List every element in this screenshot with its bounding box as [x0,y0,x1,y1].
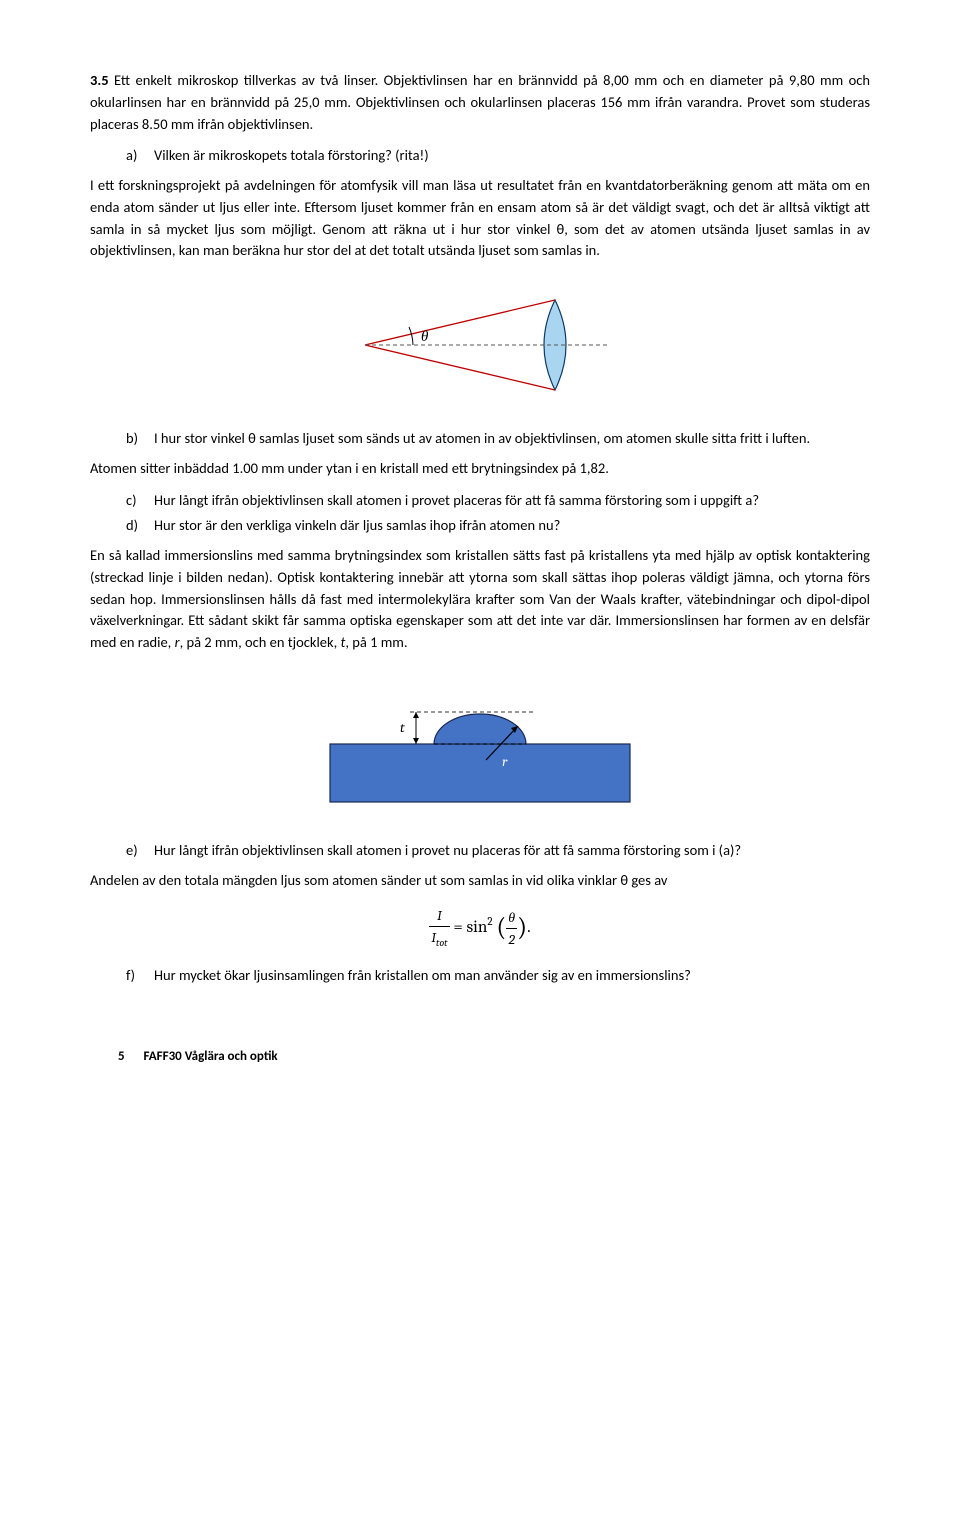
list-marker: e) [126,840,144,862]
figure-immersion-lens: tr [90,682,870,812]
intro-text: Ett enkelt mikroskop tillverkas av två l… [90,71,870,133]
list-a: a) Vilken är mikroskopets totala förstor… [90,145,870,167]
page-footer: 5 FAFF30 Våglära och optik [90,1047,870,1067]
svg-text:t: t [400,719,406,736]
list-f: f) Hur mycket ökar ljusinsamlingen från … [90,965,870,987]
lens-angle-svg: θ [345,290,615,400]
list-text: Vilken är mikroskopets totala förstoring… [154,145,429,167]
section-number: 3.5 [90,71,109,89]
list-item: d) Hur stor är den verkliga vinkeln där … [126,515,870,537]
list-text: Hur mycket ökar ljusinsamlingen från kri… [154,965,691,987]
svg-text:r: r [502,753,508,770]
formula-eq: = sin [453,918,487,937]
figure-lens-angle: θ [90,290,870,400]
list-cd: c) Hur långt ifrån objektivlinsen skall … [90,490,870,538]
list-marker: d) [126,515,144,537]
paragraph-crystal: Atomen sitter inbäddad 1.00 mm under yta… [90,458,870,480]
paragraph-fraction-intro: Andelen av den totala mängden ljus som a… [90,870,870,892]
list-text: Hur stor är den verkliga vinkeln där lju… [154,515,560,537]
immersion-lens-svg: tr [320,682,640,812]
paragraph-immersion: En så kallad immersionslins med samma br… [90,545,870,654]
list-item: a) Vilken är mikroskopets totala förstor… [126,145,870,167]
formula-den: Itot [429,927,449,951]
list-text: I hur stor vinkel θ samlas ljuset som sä… [154,428,810,450]
svg-text:θ: θ [421,327,429,345]
paragraph-intro: 3.5 Ett enkelt mikroskop tillverkas av t… [90,70,870,135]
list-b: b) I hur stor vinkel θ samlas ljuset som… [90,428,870,450]
list-item: c) Hur långt ifrån objektivlinsen skall … [126,490,870,512]
list-marker: f) [126,965,144,987]
list-item: f) Hur mycket ökar ljusinsamlingen från … [126,965,870,987]
list-item: b) I hur stor vinkel θ samlas ljuset som… [126,428,870,450]
p4-text-b: , på 2 mm, och en tjocklek, [180,633,341,651]
course-code: FAFF30 Våglära och optik [144,1049,278,1064]
list-text: Hur långt ifrån objektivlinsen skall ato… [154,840,741,862]
list-item: e) Hur långt ifrån objektivlinsen skall … [126,840,870,862]
list-e: e) Hur långt ifrån objektivlinsen skall … [90,840,870,862]
page-number: 5 [118,1049,125,1064]
list-marker: a) [126,145,144,167]
p4-text-c: , på 1 mm. [345,633,407,651]
formula-intensity: I Itot = sin2 ( θ 2 ). [90,905,870,951]
list-marker: b) [126,428,144,450]
list-text: Hur långt ifrån objektivlinsen skall ato… [154,490,759,512]
list-marker: c) [126,490,144,512]
formula-num: I [429,905,449,927]
paragraph-research: I ett forskningsprojekt på avdelningen f… [90,175,870,262]
